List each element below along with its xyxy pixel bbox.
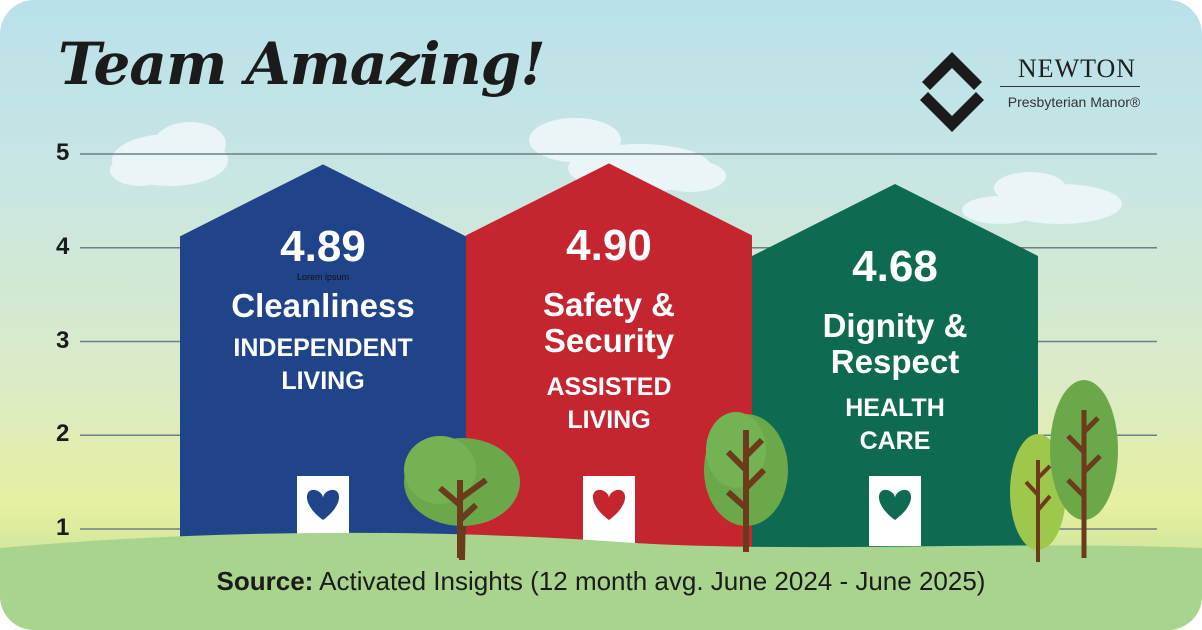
brand-divider bbox=[1000, 86, 1140, 87]
group-label: LIVING bbox=[567, 406, 651, 435]
tree-middle bbox=[704, 412, 788, 552]
cloud-left bbox=[110, 122, 228, 186]
cloud-right bbox=[962, 172, 1122, 224]
data-label: 4.89 bbox=[280, 222, 366, 272]
bar-house bbox=[180, 164, 466, 548]
category-label: Cleanliness bbox=[231, 287, 415, 325]
data-label: 4.90 bbox=[566, 221, 652, 271]
page-title: Team Amazing! bbox=[58, 30, 546, 98]
bars bbox=[180, 163, 1038, 548]
y-tick-label: 5 bbox=[56, 139, 70, 166]
bar-text-block: 4.89 Lorem ipsum Cleanliness INDEPENDENT LIV… bbox=[180, 222, 466, 398]
bar-house bbox=[466, 163, 752, 548]
y-tick-label: 2 bbox=[56, 420, 70, 448]
category-label: Respect bbox=[830, 343, 960, 380]
group-label: ASSISTED bbox=[546, 373, 672, 402]
group-label: LIVING bbox=[281, 367, 365, 396]
bar-house bbox=[752, 184, 1038, 548]
group-label: INDEPENDENT bbox=[233, 334, 413, 363]
bar-text-block: 4.68 Dignity & Respect HEALTH CARE bbox=[752, 242, 1038, 458]
heart-icon bbox=[592, 489, 626, 520]
category-label: Security bbox=[543, 322, 675, 360]
ground-hill bbox=[0, 532, 1202, 630]
y-tick-label: 4 bbox=[56, 232, 70, 260]
brand-name: NEWTON bbox=[1017, 54, 1137, 83]
group-label: CARE bbox=[859, 427, 931, 455]
tree-left bbox=[404, 436, 520, 560]
placeholder-note: Lorem ipsum bbox=[296, 272, 350, 283]
data-label: 4.68 bbox=[852, 242, 938, 291]
category-label: Safety & bbox=[542, 286, 676, 324]
newton-logo-icon bbox=[920, 52, 984, 132]
source-note: Source: Activated Insights (12 month avg… bbox=[0, 566, 1202, 597]
tree-right-tall bbox=[1050, 380, 1118, 558]
brand-subtitle: Presbyterian Manor® bbox=[1007, 94, 1141, 110]
y-tick-label: 3 bbox=[56, 326, 70, 354]
bar-text-block: 4.90 Safety & Security ASSISTED LIVING bbox=[466, 221, 752, 437]
group-label: HEALTH bbox=[845, 394, 945, 422]
source-label: Source: bbox=[216, 566, 314, 596]
heart-icon bbox=[878, 489, 912, 520]
y-tick-label: 1 bbox=[56, 514, 70, 541]
source-text: Activated Insights (12 month avg. June 2… bbox=[319, 566, 986, 596]
category-label: Dignity & bbox=[822, 307, 968, 344]
heart-icon bbox=[306, 489, 340, 520]
